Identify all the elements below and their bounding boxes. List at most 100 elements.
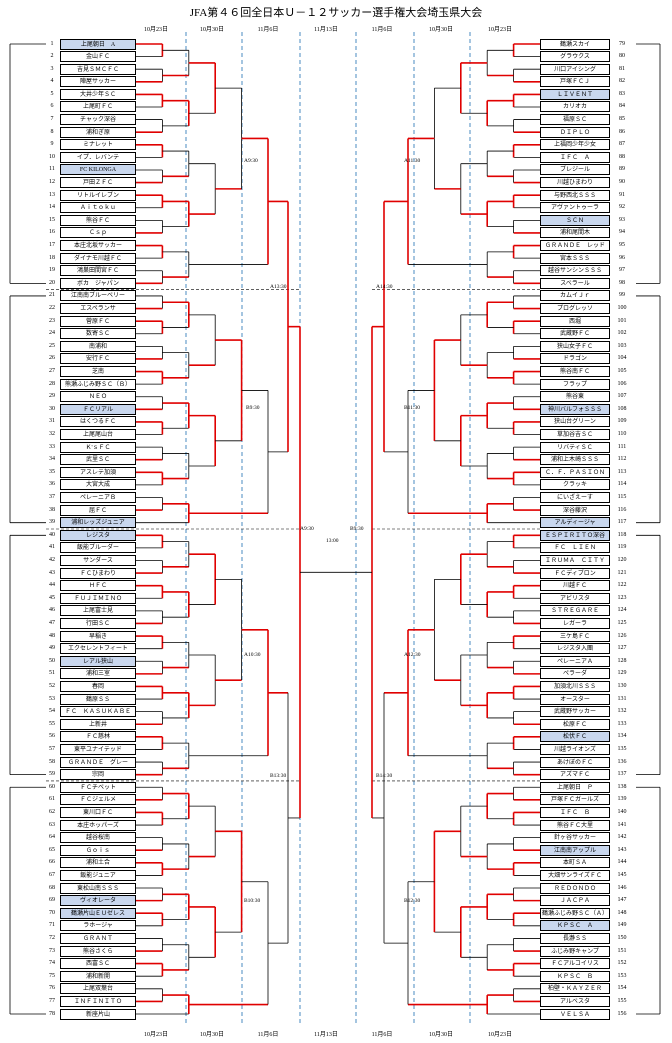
team-number: 24: [49, 330, 55, 337]
team-entry: 69 ヴィオレータ: [46, 895, 136, 907]
team-number: 122: [617, 582, 627, 589]
team-number: 113: [617, 468, 627, 475]
team-entry: 2 金山ＦＣ: [46, 51, 136, 63]
team-entry: 73 熊谷さくら: [46, 945, 136, 957]
team-number: 57: [49, 745, 55, 752]
team-number: 46: [49, 607, 55, 614]
team-entry: 88 ＩＦＣ Ａ: [540, 151, 636, 163]
team-entry: 46 上尾富士見: [46, 605, 136, 617]
team-name: 本町ＳＡ: [540, 857, 610, 869]
team-number: 77: [49, 997, 55, 1004]
team-number: 75: [49, 972, 55, 979]
team-number: 32: [49, 431, 55, 438]
team-entry: 20 ボカ ジャパン: [46, 277, 136, 289]
team-number: 3: [50, 65, 54, 72]
team-entry: 120 ＩＲＵＭＡ ＣＩＴＹ: [540, 554, 636, 566]
team-entry: 34 武里ＳＣ: [46, 454, 136, 466]
team-number: 133: [617, 720, 627, 727]
team-entry: 28 熊瀬ふじみ野ＳＣ（Ｂ）: [46, 378, 136, 390]
team-entry: 16 Ｃｓｐ: [46, 227, 136, 239]
team-number: 49: [49, 645, 55, 652]
team-number: 91: [619, 191, 625, 198]
match-time-label: A9:30: [244, 158, 258, 164]
team-name: 戸田ＺＦＣ: [60, 177, 136, 189]
team-name: ＦＣチベット: [60, 781, 136, 793]
team-name: ＳＴＲＥＧＡＲＥ: [540, 605, 610, 617]
team-entry: 121 ＦＣディブロン: [540, 567, 636, 579]
team-entry: 77 ＩＮＦＩＮＩＴＯ: [46, 995, 136, 1007]
team-number: 126: [617, 632, 627, 639]
team-number: 141: [617, 821, 627, 828]
team-name: 上新井: [60, 718, 136, 730]
team-name: 加須北川ＳＳＳ: [540, 680, 610, 692]
team-entry: 33 Ｋ'ｓＦＣ: [46, 441, 136, 453]
team-number: 149: [617, 922, 627, 929]
team-name: ＶＥＬＳＡ: [540, 1008, 610, 1020]
team-entry: 96 宮本ＳＳＳ: [540, 252, 636, 264]
team-entry: 103 狭山女子ＦＣ: [540, 340, 636, 352]
team-entry: 152 ＦＣアルコイリス: [540, 958, 636, 970]
team-number: 107: [617, 393, 627, 400]
team-number: 17: [49, 242, 55, 249]
team-number: 93: [619, 216, 625, 223]
team-entry: 48 早稲き: [46, 630, 136, 642]
team-number: 9: [50, 141, 54, 148]
team-number: 14: [49, 204, 55, 211]
team-name: Ｇｏｉｓ: [60, 844, 136, 856]
team-name: ペレーニアＢ: [60, 492, 136, 503]
team-name: FC KILONGA: [60, 164, 136, 176]
team-name: ＫＰＳＣ Ｂ: [540, 970, 610, 982]
team-number: 150: [617, 934, 627, 941]
team-name: レアル狭山: [60, 655, 136, 667]
team-entry: 30 ＦＣリアル: [46, 403, 136, 415]
team-name: 針ヶ谷サッカー: [540, 832, 610, 844]
date-left-3: 11月6日: [257, 27, 279, 33]
team-entry: 130 加須北川ＳＳＳ: [540, 680, 636, 692]
team-number: 66: [49, 859, 55, 866]
team-name: ＪＡＣＰＡ: [540, 895, 610, 907]
team-name: 越谷桜南: [60, 832, 136, 844]
team-entry: 45 ＦＵＪＩＭＩＮＯ: [46, 592, 136, 604]
team-number: 29: [49, 393, 55, 400]
date-left-4: 11月13日: [314, 27, 338, 33]
team-entry: 54 ＦＣ ＫＡＳＵＫＡＢＥ: [46, 706, 136, 718]
team-entry: 100 プログレッソ: [540, 303, 636, 315]
team-number: 84: [619, 103, 625, 110]
team-entry: 107 熊谷東: [540, 391, 636, 403]
team-name: 川越ＦＣ: [540, 580, 610, 592]
team-entry: 76 上尾双葉台: [46, 983, 136, 995]
team-number: 22: [49, 305, 55, 312]
team-name: エクセレントフィート: [60, 643, 136, 655]
team-number: 102: [617, 330, 627, 337]
date-right-2: 10月30日: [428, 27, 453, 33]
team-number: 69: [49, 897, 55, 904]
team-entry: 10 イプ．レバンテ: [46, 151, 136, 163]
team-entry: 148 鶴瀬ふじみ野ＳＣ（Ａ）: [540, 907, 636, 919]
team-name: 武蔵野ＦＣ: [540, 328, 610, 340]
team-number: 13: [49, 191, 55, 198]
team-name: 東平ユナイテッド: [60, 743, 136, 755]
match-time-label: A10:30: [244, 652, 261, 658]
team-number: 61: [49, 796, 55, 803]
team-name: 鶴瀬片山ＥＵゼレス: [60, 907, 136, 919]
team-number: 99: [619, 292, 625, 299]
team-entry: 134 松伏ＦＣ: [540, 731, 636, 743]
team-name: 戸塚ＦＣガールズ: [540, 794, 610, 806]
team-number: 35: [49, 468, 55, 475]
team-name: 西堀: [540, 315, 610, 327]
team-name: 浦和上木崎ＳＳＳ: [540, 454, 610, 466]
team-name: 上尾朝日 A: [60, 38, 136, 50]
team-entry: 7 チャック深谷: [46, 114, 136, 126]
team-number: 148: [617, 909, 627, 916]
team-number: 21: [49, 292, 55, 299]
team-number: 65: [49, 846, 55, 853]
team-entry: 102 武蔵野ＦＣ: [540, 328, 636, 340]
date-left-1: 10月23日: [143, 1032, 168, 1038]
team-entry: 116 深谷藤沢: [540, 504, 636, 516]
team-entry: 106 フラップ: [540, 378, 636, 390]
team-number: 6: [50, 103, 54, 110]
team-name: 宮本ＳＳＳ: [540, 252, 610, 264]
team-name: カムイＪｒ: [540, 290, 610, 302]
team-entry: 18 ダイナモ川越ＦＣ: [46, 252, 136, 264]
team-entry: 92 アヴァントゥーラ: [540, 202, 636, 214]
